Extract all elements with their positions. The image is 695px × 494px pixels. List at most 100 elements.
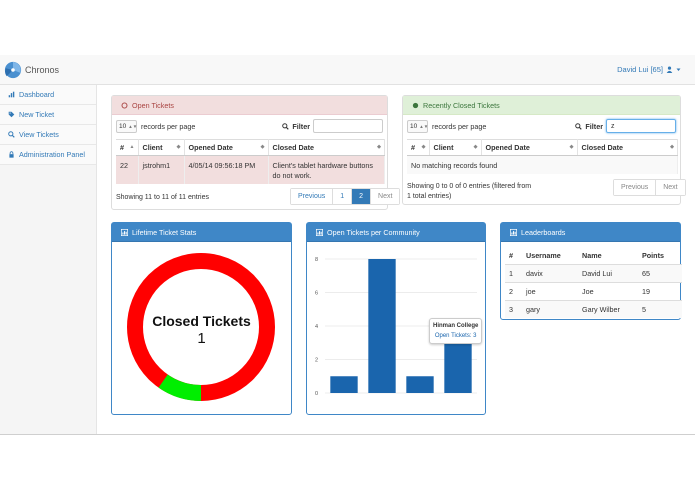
- column-header-num[interactable]: # ◆: [407, 139, 430, 156]
- next-page-button[interactable]: Next: [371, 189, 400, 204]
- panel-title: Open Tickets per Community: [327, 227, 420, 237]
- leaderboard-table: # Username Name Points 1 davix David Lui…: [505, 248, 682, 318]
- column-header-client[interactable]: Client ◆: [429, 139, 482, 156]
- closed-tickets-table: # ◆ Client ◆ Opened Date ◆ Closed Date ◆ No …: [407, 139, 678, 174]
- cell-name: Gary Wilber: [578, 299, 638, 318]
- sort-icon: ◆: [569, 144, 574, 150]
- page-1-button[interactable]: 1: [333, 189, 353, 204]
- cell-rank: 3: [505, 299, 522, 318]
- empty-message: No matching records found: [407, 155, 678, 174]
- sidebar-item-label: New Ticket: [19, 110, 55, 119]
- community-chart-header: Open Tickets per Community: [307, 223, 485, 242]
- bar[interactable]: [406, 376, 434, 393]
- closed-tickets-header: Recently Closed Tickets: [403, 96, 680, 115]
- filter-input[interactable]: [313, 119, 383, 133]
- chart-tooltip: Hinman College Open Tickets: 3: [429, 318, 483, 344]
- column-header-client[interactable]: Client ◆: [138, 139, 185, 156]
- open-tickets-controls: 10 ▲▼ records per page Filter: [116, 119, 383, 133]
- lifetime-stats-header: Lifetime Ticket Stats: [112, 223, 291, 242]
- donut-chart: [127, 253, 275, 401]
- cell-points: 5: [638, 299, 682, 318]
- empty-row: No matching records found: [407, 155, 678, 174]
- previous-page-button[interactable]: Previous: [614, 180, 657, 195]
- pagination: Previous Next: [613, 179, 686, 196]
- records-per-page-label: records per page: [432, 121, 487, 131]
- bar-chart-icon: [316, 228, 323, 236]
- search-icon: [282, 122, 290, 130]
- sort-icon: ◆: [670, 144, 674, 150]
- header-label: Closed Date: [581, 143, 624, 152]
- column-header-closed-date[interactable]: Closed Date ◆: [577, 139, 678, 156]
- column-header-opened-date[interactable]: Opened Date ◆: [184, 139, 269, 156]
- bar-chart: 0 2 4 6 8: [315, 257, 477, 397]
- dashboard-icon: [8, 91, 15, 98]
- header-label: #: [411, 143, 415, 152]
- previous-page-button[interactable]: Previous: [291, 189, 334, 204]
- open-tickets-table: # ▲ Client ◆ Opened Date ◆ Closed Date ◆ 22 …: [116, 139, 385, 184]
- tooltip-value: Open Tickets: 3: [434, 333, 477, 339]
- sidebar-item-new-ticket[interactable]: New Ticket: [0, 105, 96, 125]
- sort-icon: ◆: [421, 144, 426, 150]
- panel-title: Leaderboards: [521, 227, 566, 237]
- community-chart-panel: Open Tickets per Community 0 2 4 6 8 Hinman …: [306, 222, 486, 415]
- table-info: Showing 11 to 11 of 11 entries: [116, 194, 210, 201]
- records-per-page-select[interactable]: 10 ▲▼: [116, 119, 137, 133]
- panel-title: Open Tickets: [132, 100, 174, 110]
- bar[interactable]: [368, 259, 396, 393]
- bar-chart-icon: [121, 228, 128, 236]
- cell-username: joe: [522, 281, 578, 300]
- table-row: 1 davix David Lui 65: [505, 263, 682, 282]
- page-divider: [0, 434, 695, 435]
- filter-group: Filter: [282, 119, 383, 133]
- filter-label: Filter: [292, 121, 310, 131]
- leaderboards-panel: Leaderboards # Username Name Points 1 da…: [500, 222, 682, 320]
- sidebar-item-administration-panel[interactable]: Administration Panel: [0, 145, 96, 165]
- sort-asc-icon: ▲: [129, 144, 135, 150]
- sidebar: Dashboard New Ticket View Tickets Admini…: [0, 85, 97, 435]
- user-menu[interactable]: David Lui [65]: [617, 65, 681, 74]
- header-label: Client: [433, 143, 454, 152]
- cell-rank: 2: [505, 281, 522, 300]
- table-row[interactable]: 22 jstrohm1 4/05/14 09:56:18 PM Client's…: [116, 155, 385, 184]
- page-2-button[interactable]: 2: [352, 189, 372, 204]
- info-line: Showing 0 to 0 of 0 entries (filtered fr…: [407, 183, 532, 190]
- sort-icon: ◆: [377, 144, 381, 150]
- records-per-page-select[interactable]: 10 ▲▼: [407, 119, 429, 133]
- brand-link[interactable]: Chronos: [4, 59, 59, 81]
- cell-points: 19: [638, 281, 682, 300]
- filter-group: Filter z: [575, 119, 676, 133]
- header-label: Opened Date: [188, 143, 233, 152]
- sort-icon: ◆: [176, 144, 181, 150]
- open-tickets-panel: Open Tickets 10 ▲▼ records per page Filte…: [111, 95, 401, 210]
- sidebar-item-view-tickets[interactable]: View Tickets: [0, 125, 96, 145]
- column-header-points: Points: [638, 248, 682, 265]
- sort-icon: ◆: [473, 144, 478, 150]
- circle-outline-icon: [121, 102, 128, 108]
- bar[interactable]: [330, 376, 358, 393]
- pagination: Previous 1 2 Next: [290, 188, 401, 205]
- header-label: Opened Date: [485, 143, 530, 152]
- y-tick-label: 2: [315, 358, 318, 364]
- search-icon: [575, 122, 583, 130]
- top-navbar: Chronos David Lui [65]: [0, 55, 695, 85]
- cell-rank: 1: [505, 263, 522, 282]
- updown-caret-icon: ▲▼: [419, 123, 429, 129]
- bar[interactable]: [444, 342, 472, 393]
- cell-num: 22: [116, 155, 139, 184]
- y-tick-label: 8: [315, 257, 318, 263]
- bar-chart-icon: [510, 228, 517, 236]
- sidebar-item-dashboard[interactable]: Dashboard: [0, 85, 96, 105]
- lifetime-stats-panel: Lifetime Ticket Stats Closed Tickets 1: [111, 222, 292, 415]
- next-page-button[interactable]: Next: [656, 180, 685, 195]
- cell-name: Joe: [578, 281, 638, 300]
- donut-closed-segment: [158, 374, 202, 401]
- column-header-closed-date[interactable]: Closed Date ◆: [268, 139, 385, 156]
- cell-points: 65: [638, 263, 682, 282]
- column-header-opened-date[interactable]: Opened Date ◆: [481, 139, 578, 156]
- column-header-num[interactable]: # ▲: [116, 139, 139, 156]
- column-header-rank: #: [505, 248, 522, 265]
- filter-input[interactable]: z: [606, 119, 676, 133]
- closed-tickets-controls: 10 ▲▼ records per page Filter z: [407, 119, 676, 133]
- app-name: Chronos: [25, 65, 60, 75]
- caret-down-icon: [676, 68, 681, 71]
